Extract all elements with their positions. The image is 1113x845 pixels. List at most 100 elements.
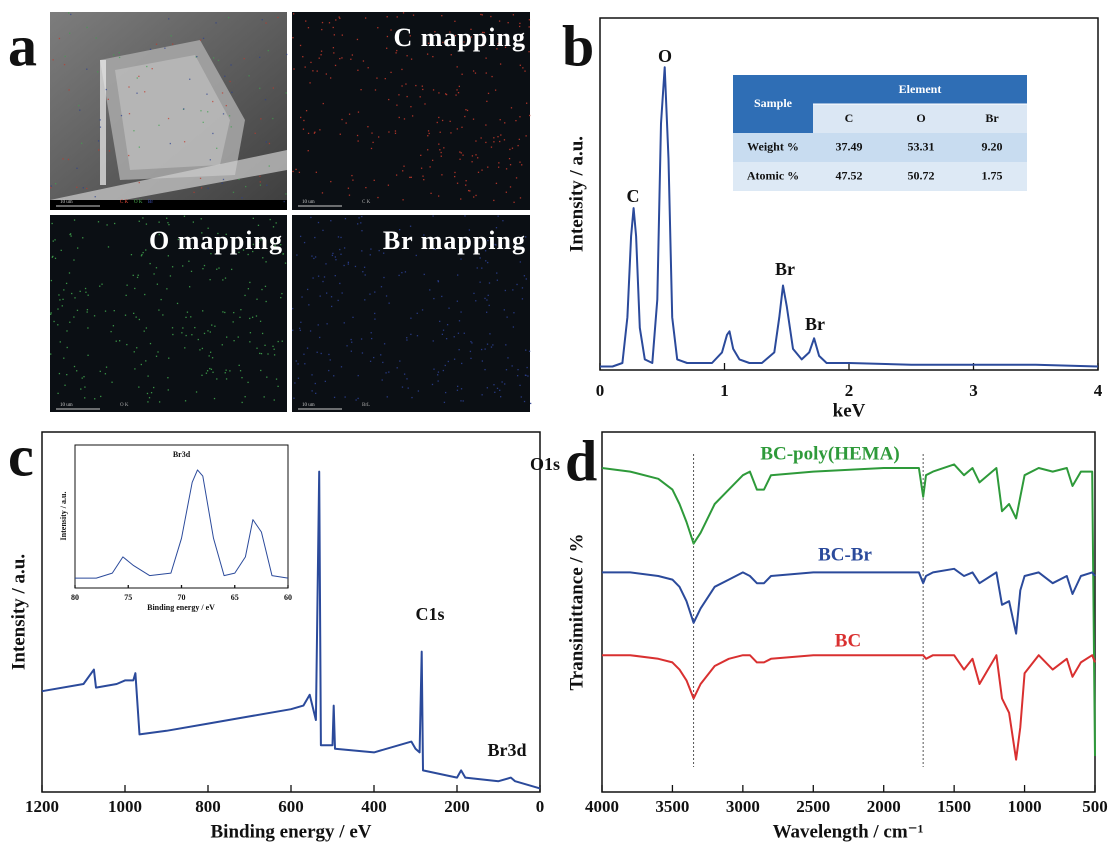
- table-cell: 37.49: [836, 139, 863, 153]
- dot: [318, 57, 320, 59]
- dot: [60, 249, 62, 252]
- dot: [470, 340, 472, 343]
- dot: [149, 262, 151, 265]
- x-tick-label: 1000: [1008, 797, 1042, 816]
- dot: [519, 22, 521, 25]
- channel-label: C K: [120, 200, 129, 205]
- channel-label: C K: [362, 200, 371, 205]
- dot: [252, 243, 255, 246]
- dot: [528, 26, 530, 28]
- dot: [387, 242, 390, 245]
- dot: [386, 16, 388, 18]
- dot: [383, 343, 386, 345]
- dot: [343, 247, 346, 249]
- dot: [303, 119, 305, 122]
- dot: [465, 109, 467, 111]
- dot: [199, 39, 202, 41]
- dot: [194, 326, 196, 329]
- dot: [272, 117, 274, 120]
- dot: [528, 19, 531, 21]
- x-axis-label: Wavelength / cm⁻¹: [773, 821, 924, 842]
- dot: [70, 13, 72, 16]
- dot: [130, 253, 133, 256]
- dot: [233, 311, 235, 314]
- dot: [224, 75, 226, 77]
- dot: [386, 47, 388, 49]
- dot: [333, 34, 335, 36]
- dot: [147, 401, 149, 403]
- dot: [86, 309, 89, 311]
- dot: [306, 288, 309, 291]
- dot: [128, 86, 130, 88]
- dot: [59, 341, 61, 343]
- dot: [481, 267, 483, 269]
- dot: [427, 135, 429, 137]
- dot: [398, 228, 401, 231]
- dot: [316, 70, 318, 72]
- dot: [333, 375, 335, 377]
- dot: [524, 70, 526, 72]
- dot: [434, 248, 437, 251]
- dot: [76, 186, 78, 188]
- x-tick-label: 4000: [585, 797, 619, 816]
- dot: [339, 248, 341, 251]
- dot: [233, 340, 235, 342]
- dot: [499, 140, 501, 143]
- dot: [332, 47, 335, 49]
- dot: [133, 351, 135, 353]
- dot: [320, 50, 323, 52]
- dot: [465, 184, 467, 186]
- dot: [108, 150, 111, 152]
- dot: [469, 350, 472, 353]
- dot: [61, 305, 63, 307]
- dot: [475, 300, 477, 302]
- dot: [53, 320, 55, 323]
- dot: [211, 324, 213, 326]
- dot: [509, 186, 512, 188]
- dot: [54, 239, 56, 241]
- dot: [169, 275, 172, 277]
- dot: [473, 196, 475, 198]
- x-axis-label: Binding energy / eV: [211, 821, 372, 842]
- dot: [396, 104, 398, 106]
- dot: [300, 116, 302, 119]
- dot: [437, 281, 440, 283]
- dot: [299, 235, 302, 238]
- dot: [512, 289, 514, 291]
- dot: [460, 198, 462, 200]
- dot: [444, 93, 447, 95]
- dot: [407, 387, 409, 389]
- dot: [84, 386, 86, 388]
- mapping-title: Br mapping: [383, 226, 526, 255]
- dot: [51, 222, 53, 225]
- dot: [238, 178, 240, 181]
- dot: [259, 56, 261, 58]
- dot: [333, 396, 336, 399]
- peak-label: Br3d: [487, 740, 526, 760]
- dot: [303, 241, 306, 244]
- dot: [486, 343, 489, 345]
- dot: [429, 289, 431, 291]
- dot: [504, 46, 507, 48]
- dot: [155, 355, 158, 357]
- dot: [257, 224, 260, 226]
- spectrum-line: [600, 66, 1099, 368]
- dot: [299, 44, 302, 47]
- dot: [484, 368, 486, 371]
- dot: [344, 396, 346, 398]
- x-tick-label: 70: [178, 593, 186, 602]
- x-tick-label: 1200: [25, 797, 59, 816]
- dot: [525, 236, 527, 238]
- dot: [355, 399, 357, 401]
- dot: [265, 261, 267, 263]
- table-row: [733, 162, 1027, 191]
- dot: [196, 55, 198, 58]
- dot: [281, 292, 283, 295]
- dot: [64, 55, 66, 58]
- dot: [113, 310, 115, 312]
- x-tick-label: 3500: [655, 797, 689, 816]
- dot: [481, 14, 483, 16]
- spectrum-line: [75, 469, 289, 579]
- dot: [277, 385, 279, 388]
- dot: [167, 222, 169, 224]
